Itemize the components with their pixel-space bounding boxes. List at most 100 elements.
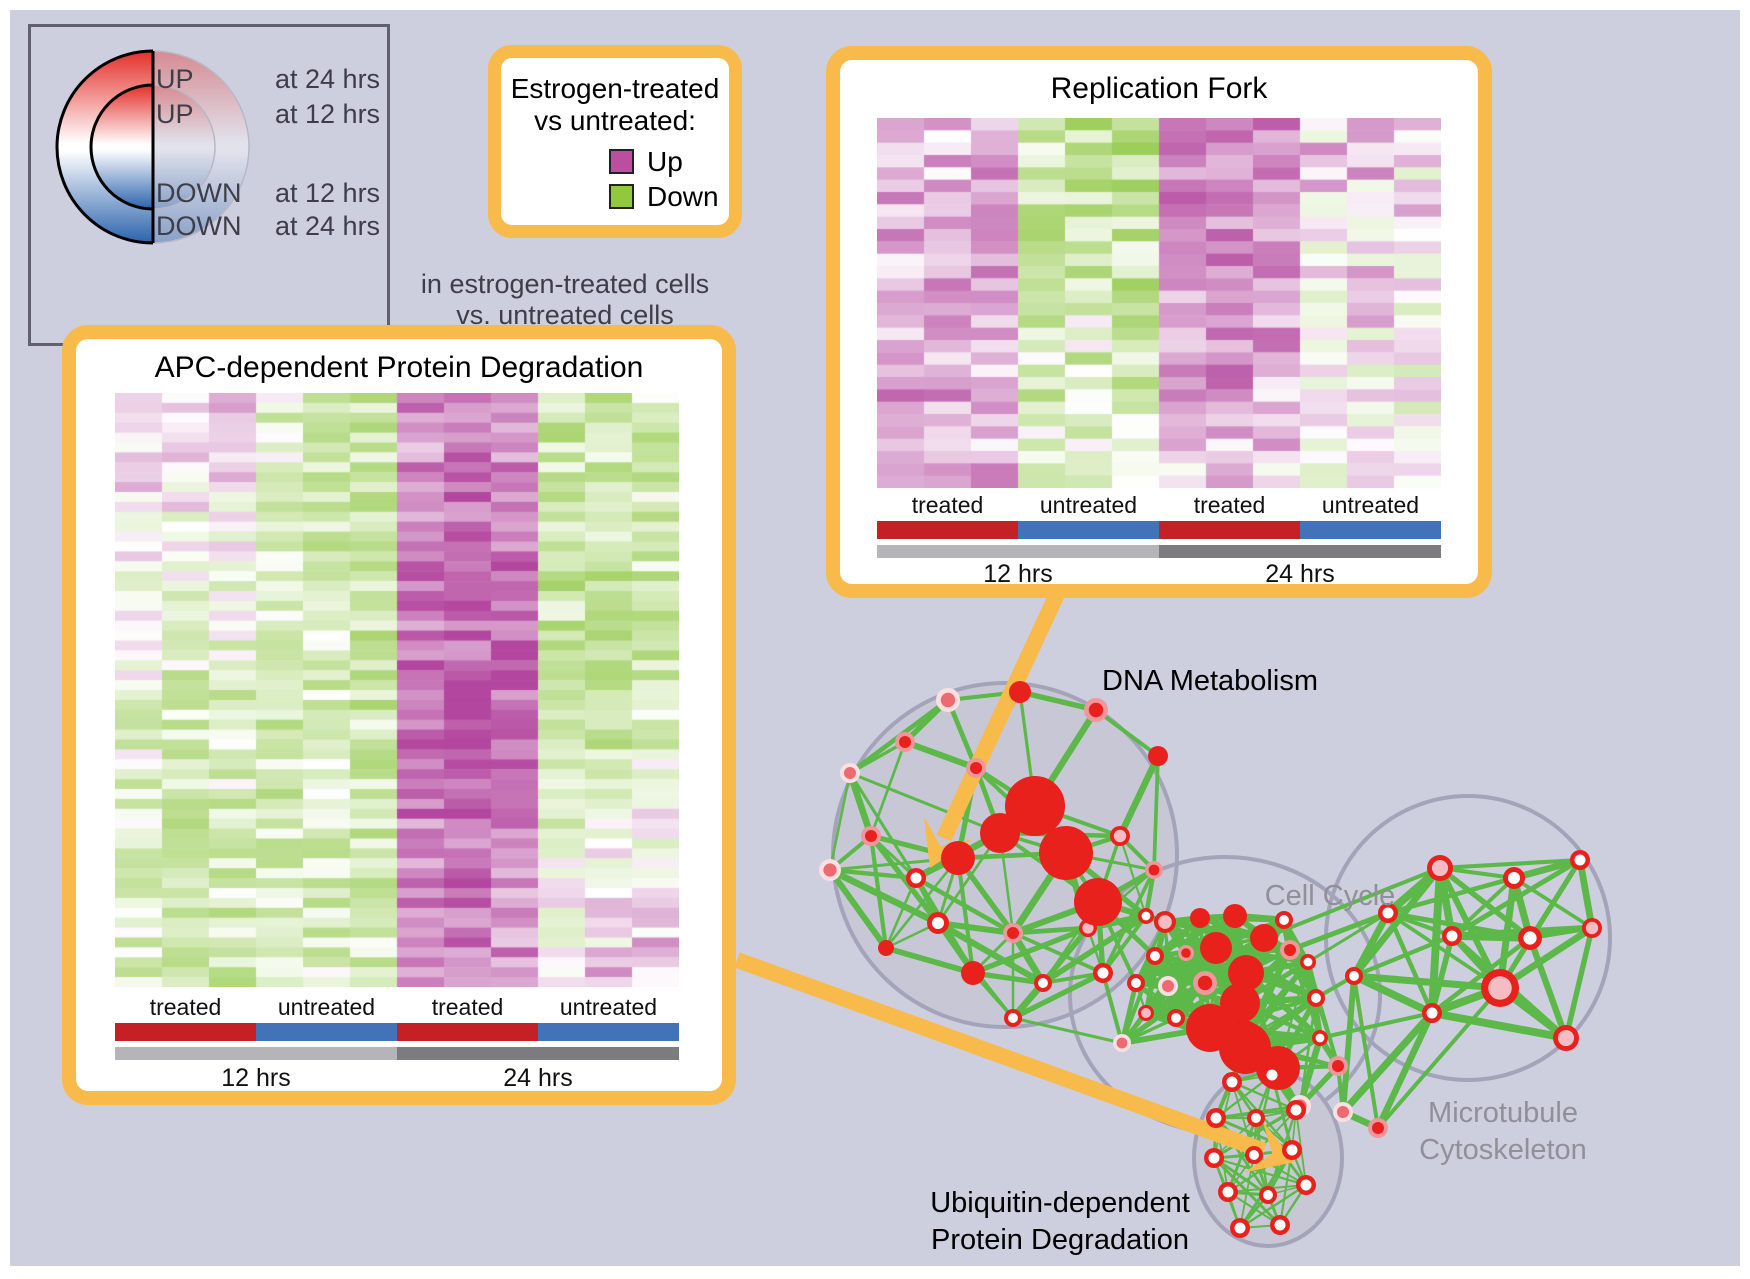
ring-row-dir: DOWN bbox=[156, 211, 242, 241]
network-edge bbox=[946, 699, 978, 769]
group-label: untreated bbox=[1321, 492, 1420, 518]
cluster-label-ubi: Ubiquitin-dependent bbox=[930, 1187, 1190, 1219]
network-node-core bbox=[1431, 859, 1449, 877]
network-edge bbox=[1239, 1184, 1307, 1229]
treated-bar bbox=[1159, 521, 1300, 539]
cluster-label-ubi: Protein Degradation bbox=[931, 1224, 1189, 1256]
network-node bbox=[1223, 904, 1247, 928]
time-label: 24 hrs bbox=[1265, 560, 1335, 588]
network-edge bbox=[1576, 859, 1596, 929]
group-label: treated bbox=[1193, 492, 1266, 518]
network-node bbox=[1220, 983, 1260, 1023]
network-node bbox=[1228, 955, 1264, 991]
ring-legend-box: UP at 24 hrs UP at 12 hrs DOWN at 12 hrs… bbox=[28, 24, 709, 346]
network-edge bbox=[1351, 865, 1443, 979]
network-edge bbox=[936, 920, 1045, 986]
network-node-core bbox=[970, 762, 982, 774]
network-node-core bbox=[1279, 915, 1289, 925]
up-label: Up bbox=[647, 146, 683, 177]
network-edge bbox=[1307, 911, 1389, 964]
network-node-core bbox=[1426, 1007, 1438, 1019]
ring-row-time: at 24 hrs bbox=[275, 211, 381, 241]
cluster-label-dna: DNA Metabolism bbox=[1102, 665, 1318, 697]
rf-time-bars bbox=[877, 545, 1441, 558]
network-edge bbox=[1119, 982, 1139, 1044]
group-label: treated bbox=[149, 994, 222, 1020]
network-node-core bbox=[1286, 1144, 1298, 1156]
network-node bbox=[1009, 681, 1031, 703]
network-node-core bbox=[1088, 702, 1104, 718]
network-edge bbox=[1094, 708, 1160, 758]
network-edge bbox=[1376, 986, 1502, 1130]
network-node-core bbox=[1507, 871, 1521, 885]
apc-panel-title: APC-dependent Protein Degradation bbox=[154, 351, 644, 384]
network-edge bbox=[1213, 1104, 1301, 1160]
network-edge bbox=[1119, 835, 1147, 917]
network-node-core bbox=[1150, 951, 1160, 961]
ring-caption-line1: in estrogen-treated cells bbox=[420, 269, 710, 299]
network-node-core bbox=[1382, 907, 1394, 919]
link-arrow bbox=[936, 588, 1066, 842]
network-node-core bbox=[1574, 854, 1586, 866]
network-edge bbox=[1306, 961, 1340, 1067]
apc-heatmap bbox=[115, 393, 679, 987]
network-node-core bbox=[1208, 1152, 1220, 1164]
network-edge bbox=[1041, 913, 1148, 986]
rf-group-labels: treated untreated treated untreated bbox=[877, 492, 1441, 519]
cluster-label-cc: Cell Cycle bbox=[1265, 880, 1396, 912]
network-node-core bbox=[1557, 1029, 1575, 1047]
network-node bbox=[878, 940, 894, 956]
network-node-core bbox=[1131, 978, 1141, 988]
time-label: 24 hrs bbox=[503, 1064, 573, 1092]
apc-panel: APC-dependent Protein Degradation treate… bbox=[62, 325, 736, 1105]
network-node-core bbox=[1141, 911, 1151, 921]
network-edge bbox=[1350, 911, 1392, 978]
network-node bbox=[980, 813, 1020, 853]
network-node-core bbox=[1082, 922, 1094, 934]
link-arrowhead bbox=[1244, 1121, 1295, 1173]
network-edge bbox=[1375, 1011, 1435, 1130]
network-edge bbox=[1385, 912, 1435, 1014]
network-node-core bbox=[865, 830, 877, 842]
network-edge bbox=[1439, 857, 1581, 871]
color-legend-box: Estrogen-treated vs untreated: Up Down bbox=[488, 45, 742, 238]
network-edge bbox=[1430, 936, 1532, 1015]
bar-24hrs bbox=[397, 1047, 679, 1060]
untreated-bar bbox=[256, 1023, 397, 1041]
network-edge bbox=[1118, 755, 1160, 837]
network-node-core bbox=[940, 692, 956, 708]
time-label: 12 hrs bbox=[983, 560, 1053, 588]
network-edge bbox=[828, 772, 852, 871]
network-edge bbox=[1012, 931, 1104, 975]
network-node-core bbox=[1249, 1150, 1259, 1160]
rf-heatmap bbox=[877, 118, 1441, 488]
network-node-core bbox=[1311, 993, 1321, 1003]
network-edge bbox=[1042, 971, 1104, 985]
network-node-core bbox=[1097, 967, 1109, 979]
apc-condition-bars bbox=[115, 1023, 679, 1041]
network-edge bbox=[1353, 934, 1453, 978]
network-node-core bbox=[1226, 1076, 1238, 1088]
network-node-core bbox=[823, 863, 837, 877]
network-node-core bbox=[1181, 948, 1191, 958]
down-swatch bbox=[609, 184, 634, 209]
network-edge bbox=[1353, 972, 1501, 992]
network-edge bbox=[884, 877, 918, 949]
network-node-core bbox=[1446, 930, 1458, 942]
network-edge bbox=[1319, 1011, 1433, 1040]
ring-legend-left-half bbox=[55, 49, 153, 245]
network-node-core bbox=[910, 872, 922, 884]
network-node-core bbox=[1171, 1013, 1181, 1023]
network-node-core bbox=[899, 736, 911, 748]
network-node-core bbox=[1263, 1190, 1273, 1200]
rf-condition-bars bbox=[877, 521, 1441, 539]
network-edge bbox=[955, 857, 976, 974]
network-node-core bbox=[1141, 1008, 1151, 1018]
link-arrow bbox=[734, 952, 1267, 1159]
group-label: treated bbox=[911, 492, 984, 518]
network-edge bbox=[1289, 910, 1389, 953]
network-node-core bbox=[1284, 944, 1296, 956]
apc-time-labels: 12 hrs 24 hrs bbox=[115, 1064, 679, 1093]
network-edge bbox=[849, 771, 1001, 835]
